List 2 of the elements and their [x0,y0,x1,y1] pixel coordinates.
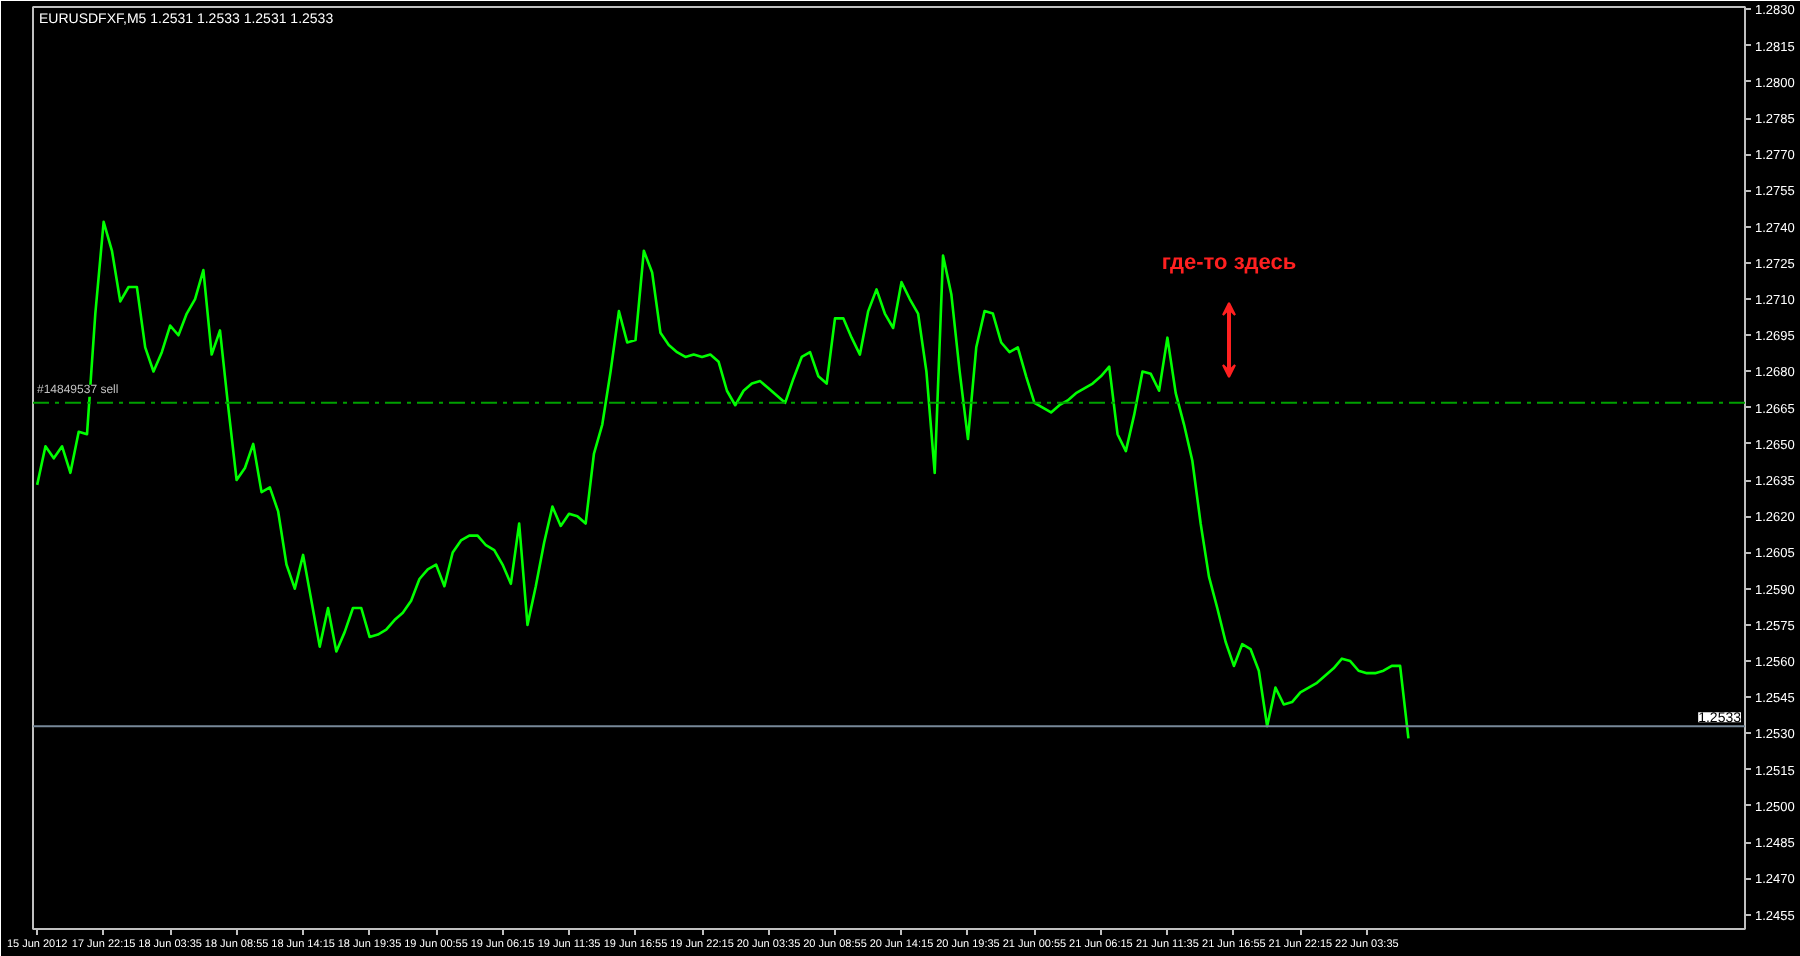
annotation: где-то здесь [1161,251,1297,275]
line-series [35,220,1410,740]
